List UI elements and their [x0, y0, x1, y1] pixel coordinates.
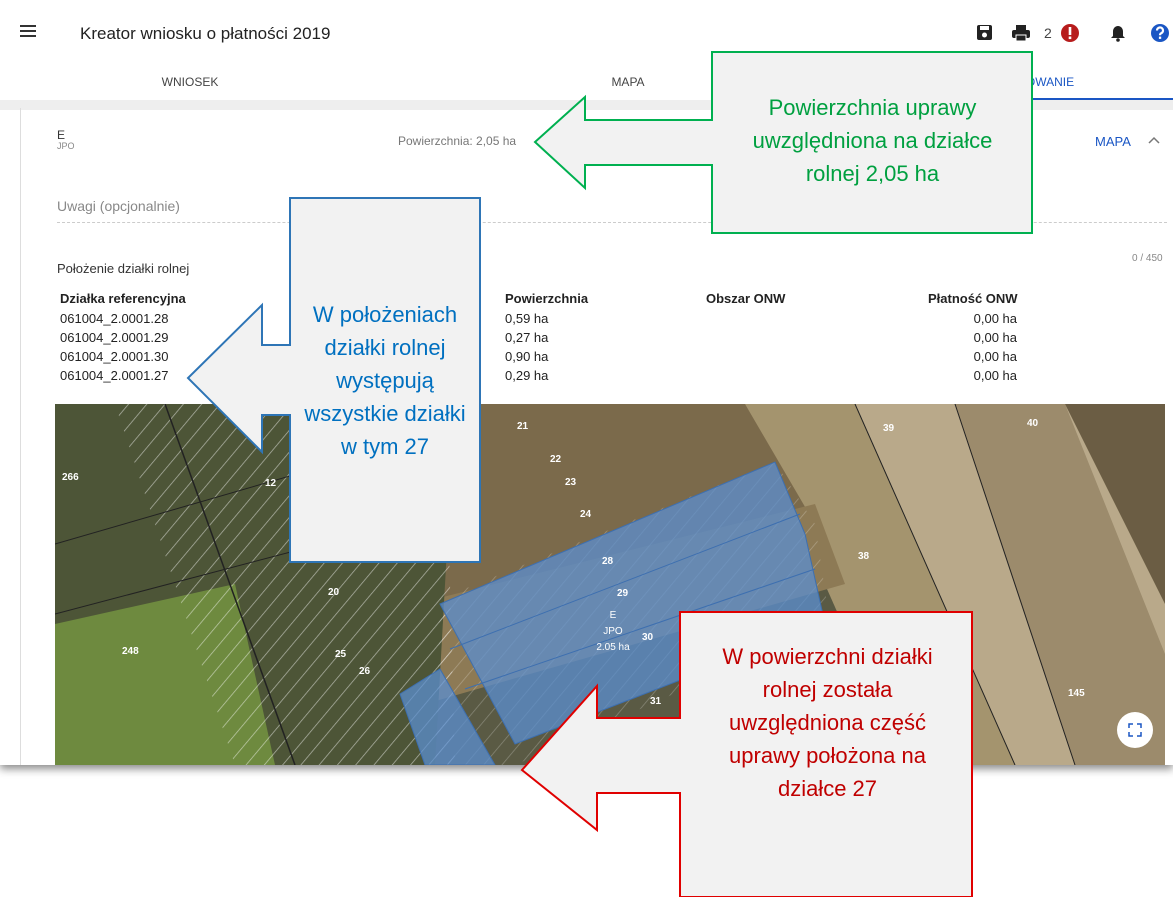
- blue-callout-text: W położeniach działki rolnej występują w…: [300, 205, 470, 555]
- page: Kreator wniosku o płatności 2019 2 WNIOS…: [0, 0, 1173, 897]
- green-callout-text: Powierzchnia uprawy uwzględniona na dzia…: [730, 60, 1015, 220]
- red-callout-text: W powierzchni działki rolnej została uwz…: [700, 640, 955, 820]
